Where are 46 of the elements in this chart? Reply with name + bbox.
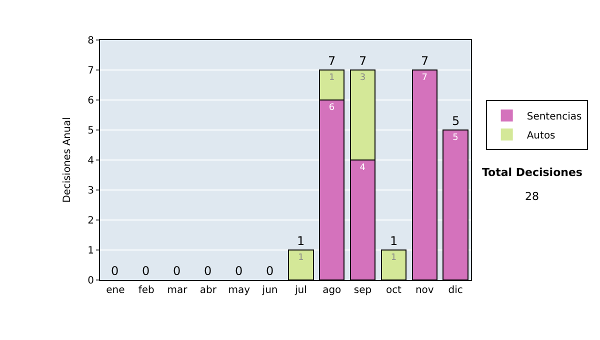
y-tick-label: 5	[88, 126, 94, 136]
data-label: 5	[452, 133, 458, 143]
x-tick-label: feb	[138, 285, 154, 296]
text: Total Decisiones	[482, 166, 583, 179]
x-tick-label: dic	[448, 285, 463, 296]
total-label: 5	[452, 114, 460, 128]
total-label: 0	[266, 264, 274, 278]
y-tick-label: 1	[88, 246, 94, 256]
x-tick-label: ago	[322, 285, 342, 296]
x-tick-label: ene	[106, 285, 125, 296]
y-tick-label: 4	[88, 156, 94, 166]
total-label: 0	[142, 264, 150, 278]
y-tick-label: 3	[88, 186, 94, 196]
y-axis-title: Decisiones Anual	[62, 117, 73, 203]
x-tick-label: jun	[261, 285, 278, 296]
x-tick-label: nov	[415, 285, 434, 296]
total-label: 0	[204, 264, 212, 278]
text: 28	[525, 190, 539, 203]
data-label: 4	[360, 163, 366, 173]
data-label: 3	[360, 73, 366, 83]
data-label: 7	[422, 73, 428, 83]
y-tick-label: 7	[88, 66, 94, 76]
y-tick-label: 2	[88, 216, 94, 226]
total-label: 1	[297, 234, 305, 248]
total-label: 0	[173, 264, 181, 278]
total-label: 7	[328, 54, 336, 68]
total-label: 1	[390, 234, 398, 248]
data-label: 1	[390, 253, 397, 263]
total-label: 0	[235, 264, 243, 278]
x-tick-label: abr	[200, 285, 218, 296]
y-tick-label: 6	[88, 96, 94, 106]
x-tick-label: mar	[167, 285, 188, 296]
data-label: 6	[328, 103, 335, 113]
data-label: 1	[298, 253, 304, 263]
total-label: 7	[359, 54, 367, 68]
legend-label: Autos	[526, 130, 556, 142]
x-tick-label: sep	[354, 285, 372, 296]
x-tick-label: jul	[294, 285, 307, 296]
x-tick-label: may	[228, 285, 250, 296]
data-label: 1	[329, 73, 335, 83]
total-label: 0	[111, 264, 119, 278]
legend-label: Sentencias	[526, 111, 582, 122]
x-tick-label: oct	[386, 285, 402, 296]
y-tick-label: 8	[88, 36, 94, 46]
total-label: 7	[421, 54, 429, 68]
y-tick-label: 0	[88, 276, 94, 286]
